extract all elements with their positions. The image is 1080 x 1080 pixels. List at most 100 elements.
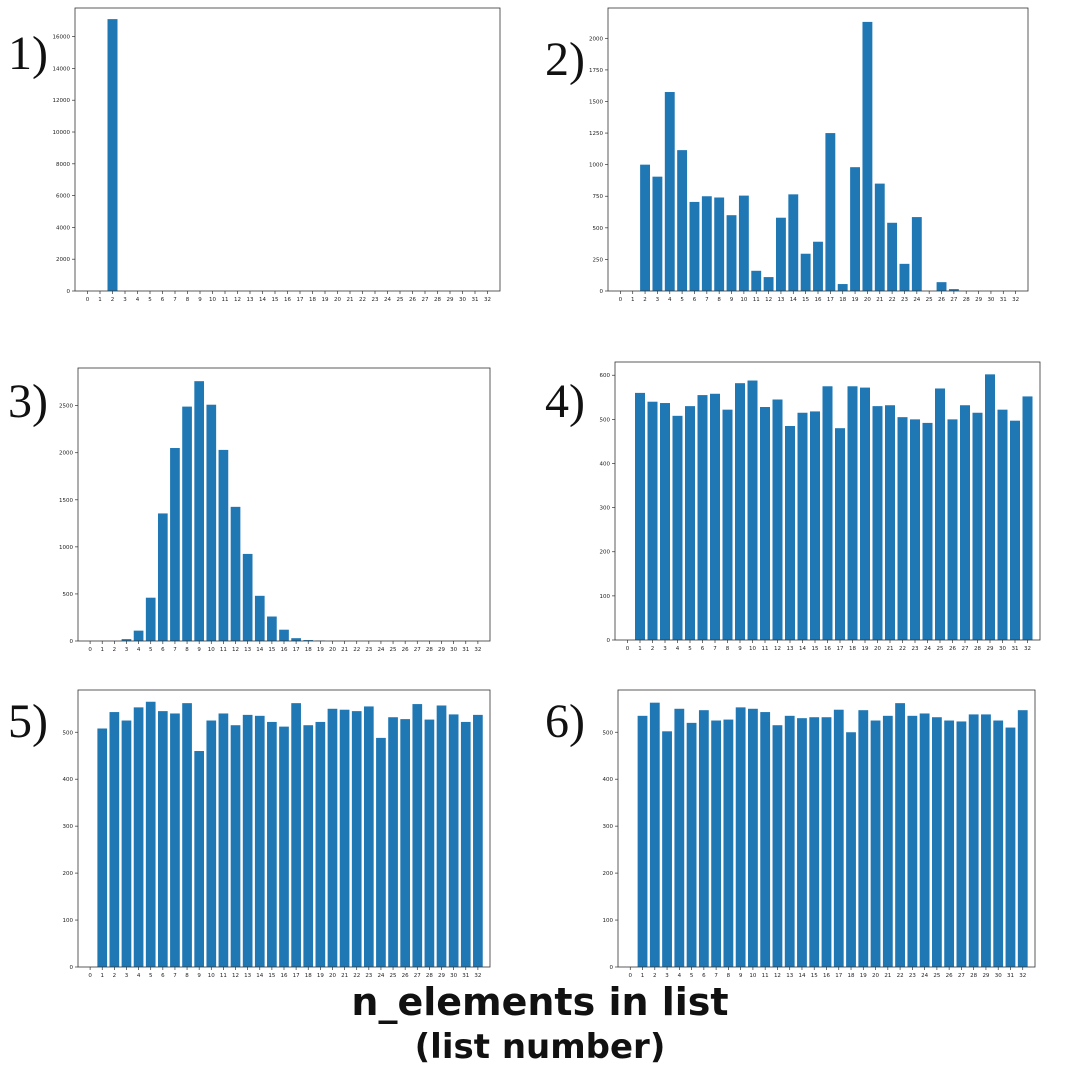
x-tick-label: 19 — [862, 646, 869, 652]
x-tick-label: 2 — [111, 297, 115, 303]
bar-23 — [363, 706, 374, 967]
x-tick-label: 7 — [713, 646, 717, 652]
bar-21 — [882, 715, 893, 967]
bar-9 — [735, 383, 745, 640]
x-tick-label: 13 — [787, 646, 794, 652]
x-tick-label: 20 — [872, 973, 879, 979]
x-tick-label: 5 — [149, 647, 153, 653]
x-tick-label: 29 — [982, 973, 989, 979]
bar-19 — [860, 387, 870, 640]
x-tick-label: 22 — [889, 297, 896, 303]
chart-3: 0 1 2 3 4 5 6 7 8 9 10 11 12 13 14 15 16 17 18 19 20 21 22 23 24… — [59, 367, 491, 653]
x-tick-label: 31 — [472, 297, 479, 303]
x-tick-label: 30 — [450, 973, 457, 979]
bar-25 — [935, 388, 945, 640]
x-tick-label: 32 — [1019, 973, 1026, 979]
x-tick-label: 16 — [823, 973, 830, 979]
bar-18 — [847, 386, 858, 640]
x-tick-label: 6 — [693, 297, 697, 303]
bar-27 — [948, 289, 959, 291]
x-tick-label: 15 — [802, 297, 809, 303]
bar-25 — [931, 717, 942, 967]
x-tick-label: 20 — [334, 297, 341, 303]
x-tick-label: 27 — [958, 973, 965, 979]
x-tick-label: 22 — [353, 973, 360, 979]
bar-13 — [242, 553, 253, 641]
x-tick-label: 26 — [946, 973, 953, 979]
bar-6 — [157, 513, 168, 641]
bar-23 — [899, 263, 910, 291]
x-tick-label: 15 — [811, 973, 818, 979]
bar-30 — [993, 720, 1004, 967]
x-tick-label: 11 — [762, 973, 769, 979]
x-tick-label: 21 — [347, 297, 354, 303]
x-tick-label: 16 — [281, 647, 288, 653]
y-tick-label: 16000 — [53, 35, 71, 41]
bar-13 — [776, 217, 786, 291]
bar-3 — [121, 639, 132, 641]
bar-14 — [797, 412, 808, 640]
bar-19 — [315, 721, 326, 967]
x-tick-label: 7 — [714, 973, 718, 979]
chart-6: 0 1 2 3 4 5 6 7 8 9 10 11 12 13 14 15 16 17 18 19 20 21 22 23 24… — [603, 689, 1036, 979]
x-tick-label: 16 — [824, 646, 831, 652]
bar-32 — [473, 714, 483, 967]
x-tick-label: 0 — [629, 973, 633, 979]
x-tick-label: 2 — [113, 647, 117, 653]
x-tick-label: 15 — [812, 646, 819, 652]
y-tick-label: 8000 — [56, 162, 70, 168]
x-tick-label: 10 — [749, 646, 756, 652]
x-tick-label: 28 — [963, 297, 970, 303]
y-tick-label: 500 — [63, 730, 74, 736]
bar-29 — [981, 714, 991, 967]
bar-7 — [711, 720, 722, 967]
bar-26 — [947, 419, 958, 640]
bar-1 — [97, 728, 108, 967]
bar-18 — [303, 725, 314, 967]
x-tick-label: 14 — [256, 647, 263, 653]
y-tick-label: 250 — [593, 257, 604, 263]
chart-1: 0 1 2 3 4 5 6 7 8 9 10 11 12 13 14 15 16 17 18 19 20 21 22 23 24… — [53, 7, 501, 303]
y-tick-label: 12000 — [53, 98, 71, 104]
bar-7 — [170, 448, 180, 641]
x-tick-label: 7 — [173, 973, 177, 979]
x-tick-label: 25 — [390, 973, 397, 979]
bar-6 — [689, 201, 700, 291]
x-tick-label: 25 — [397, 297, 404, 303]
bar-25 — [388, 717, 398, 967]
bar-2 — [107, 19, 118, 291]
x-tick-label: 0 — [86, 297, 90, 303]
x-tick-label: 30 — [459, 297, 466, 303]
x-tick-label: 5 — [688, 646, 692, 652]
x-tick-label: 26 — [402, 647, 409, 653]
x-tick-label: 25 — [926, 297, 933, 303]
y-tick-label: 0 — [607, 638, 611, 644]
x-tick-label: 2 — [653, 973, 657, 979]
x-tick-label: 15 — [268, 973, 275, 979]
x-tick-label: 31 — [1012, 646, 1019, 652]
y-tick-label: 2000 — [56, 257, 70, 263]
x-tick-label: 9 — [738, 646, 742, 652]
x-tick-label: 17 — [827, 297, 834, 303]
bar-14 — [788, 194, 799, 291]
x-tick-label: 12 — [774, 973, 781, 979]
x-tick-label: 12 — [234, 297, 241, 303]
y-tick-label: 14000 — [53, 66, 71, 72]
bar-13 — [784, 715, 795, 967]
x-tick-label: 14 — [790, 297, 797, 303]
x-tick-label: 9 — [197, 973, 201, 979]
bar-10 — [206, 404, 217, 641]
y-tick-label: 0 — [70, 965, 74, 971]
x-tick-label: 14 — [799, 646, 806, 652]
x-tick-label: 23 — [372, 297, 379, 303]
x-tick-label: 19 — [322, 297, 329, 303]
bar-17 — [825, 133, 836, 291]
x-tick-label: 10 — [749, 973, 756, 979]
x-tick-label: 8 — [726, 646, 730, 652]
y-tick-label: 0 — [610, 965, 614, 971]
bar-31 — [460, 721, 471, 967]
x-tick-label: 19 — [852, 297, 859, 303]
x-tick-label: 31 — [1000, 297, 1007, 303]
x-tick-label: 1 — [98, 297, 102, 303]
bar-14 — [254, 715, 265, 967]
